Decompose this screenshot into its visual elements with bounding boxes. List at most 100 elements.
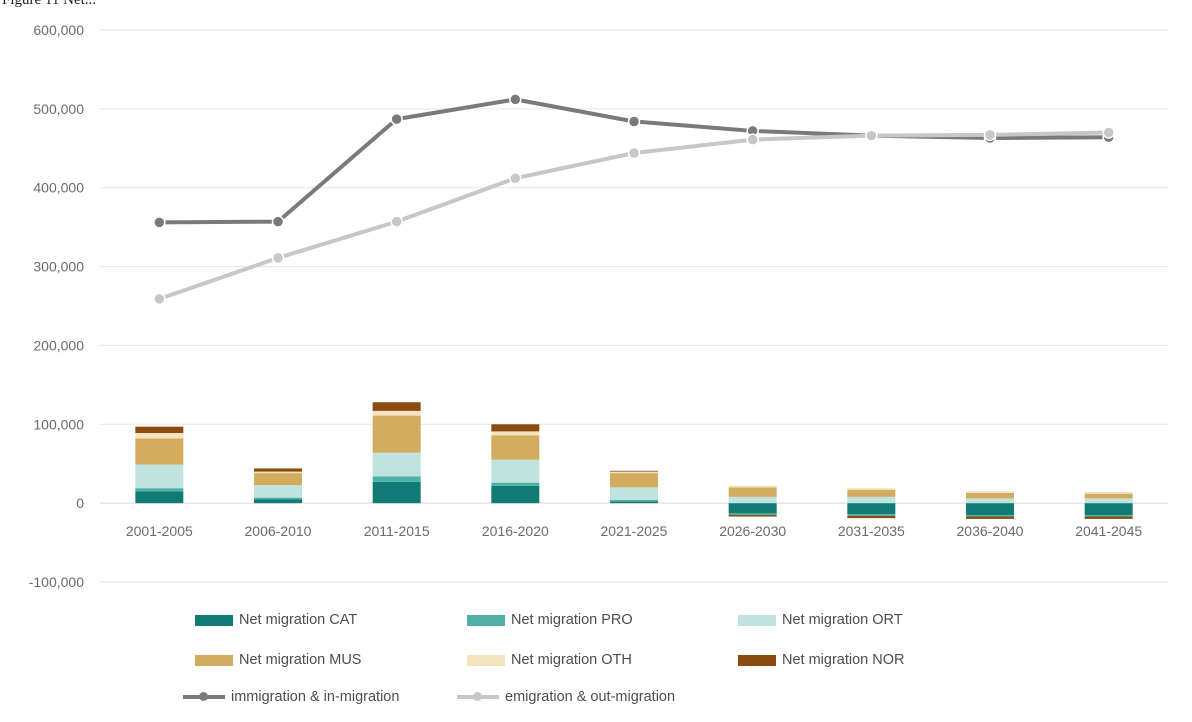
line-point <box>153 216 166 229</box>
bar-segment <box>847 515 896 519</box>
y-tick-label: 400,000 <box>33 180 84 196</box>
legend-label: Net migration NOR <box>782 652 905 668</box>
bar-segment <box>491 424 540 432</box>
x-tick-label: 2036-2040 <box>957 523 1024 539</box>
y-tick-label: 100,000 <box>33 416 84 432</box>
bar-segment <box>1084 503 1133 515</box>
y-tick-label: 200,000 <box>33 337 84 353</box>
y-axis-ticks: -100,000 0 100,000 200,000 300,000 400,000 500… <box>29 22 84 590</box>
legend-label: Net migration ORT <box>782 612 903 628</box>
x-tick-label: 2026-2030 <box>719 523 786 539</box>
bar-segment <box>1084 498 1133 504</box>
bar-segment <box>491 435 540 460</box>
bar-segment <box>610 471 658 474</box>
bar-segment <box>728 513 777 515</box>
line-point <box>390 112 403 126</box>
x-tick-label: 2041-2045 <box>1075 523 1142 539</box>
figure-caption: Figure 11 Net... <box>2 0 97 8</box>
bar-segment <box>372 452 421 477</box>
bar-segment <box>254 497 302 500</box>
bar-segment <box>966 498 1014 504</box>
bar-segment <box>847 489 896 497</box>
bar-segment <box>966 514 1014 517</box>
line-point <box>271 251 285 265</box>
bar-segment <box>847 503 896 515</box>
legend-swatch <box>738 654 776 666</box>
line-series <box>153 93 1115 306</box>
bar-segment <box>372 481 421 504</box>
bar-segment <box>135 488 184 492</box>
legend-item-pro: Net migration PRO <box>467 612 633 628</box>
bar-segment <box>135 438 184 465</box>
bar-segment <box>847 488 896 490</box>
x-tick-label: 2006-2010 <box>245 523 312 539</box>
line-point <box>390 215 403 228</box>
bar-segment <box>610 501 658 504</box>
legend-label: immigration & in-migration <box>231 689 400 705</box>
bar-segment <box>966 491 1014 493</box>
bar-segment <box>491 431 540 436</box>
bar-segment <box>254 468 302 472</box>
legend-item-immigration: immigration & in-migration <box>183 689 399 705</box>
y-tick-label: 600,000 <box>33 22 84 38</box>
legend-item-nor: Net migration NOR <box>738 652 904 668</box>
legend-label: emigration & out-migration <box>505 689 676 705</box>
x-tick-label: 2021-2025 <box>601 523 668 539</box>
bar-segment <box>372 410 421 416</box>
line-point <box>1102 126 1115 139</box>
bar-segment <box>254 499 302 504</box>
line-point <box>271 215 285 228</box>
legend-item-cat: Net migration CAT <box>195 612 357 628</box>
line-point <box>746 133 759 146</box>
bar-segment <box>610 499 658 502</box>
y-tick-label: 300,000 <box>33 259 84 275</box>
legend-item-emigration: emigration & out-migration <box>457 689 675 705</box>
bar-segment <box>135 426 184 433</box>
y-tick-label: -100,000 <box>29 574 84 590</box>
bar-segment <box>966 516 1014 519</box>
bar-segment <box>728 487 777 497</box>
bar-segment <box>610 487 658 500</box>
x-axis-ticks: 2001-2005 2006-2010 2011-2015 2016-2020 2021… <box>126 523 1142 539</box>
bar-segment <box>491 485 540 504</box>
line-point <box>627 115 641 128</box>
legend-item-oth: Net migration OTH <box>467 652 632 668</box>
x-tick-label: 2001-2005 <box>126 523 193 539</box>
legend-swatch <box>467 614 505 626</box>
stacked-bars <box>135 402 1133 519</box>
legend-swatch <box>195 654 233 666</box>
legend-line-swatch <box>457 690 499 704</box>
bar-segment <box>372 415 421 453</box>
bar-segment <box>135 432 184 439</box>
bar-segment <box>847 514 896 516</box>
legend-item-mus: Net migration MUS <box>195 652 361 668</box>
bar-segment <box>372 402 421 411</box>
legend-label: Net migration OTH <box>511 652 632 668</box>
bar-segment <box>254 471 302 474</box>
bar-segment <box>135 464 184 489</box>
bar-segment <box>610 470 658 472</box>
legend-label: Net migration PRO <box>511 612 633 628</box>
bar-segment <box>254 485 302 498</box>
y-tick-label: 500,000 <box>33 101 84 117</box>
x-tick-label: 2031-2035 <box>838 523 905 539</box>
bar-segment <box>372 476 421 482</box>
legend-label: Net migration MUS <box>239 652 362 668</box>
line-point <box>509 172 522 185</box>
bar-segment <box>1084 516 1133 519</box>
line-point <box>983 128 997 142</box>
x-tick-label: 2016-2020 <box>482 523 549 539</box>
legend-item-ort: Net migration ORT <box>738 612 903 628</box>
bar-segment <box>1084 492 1133 494</box>
bar-segment <box>847 496 896 504</box>
legend-swatch <box>738 614 776 626</box>
bar-segment <box>491 459 540 483</box>
bar-segment <box>1084 493 1133 499</box>
bar-segment <box>966 503 1014 515</box>
bar-segment <box>1084 514 1133 517</box>
bar-segment <box>728 496 777 504</box>
legend-line-swatch <box>183 690 225 704</box>
bar-segment <box>254 473 302 486</box>
line-point <box>627 146 641 160</box>
